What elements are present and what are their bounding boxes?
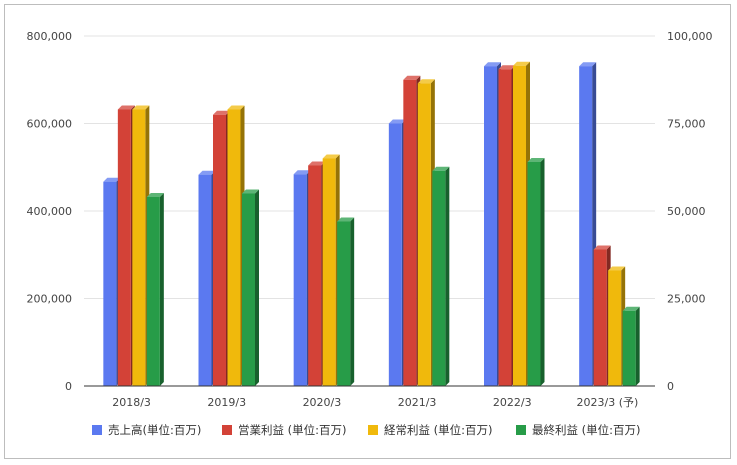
bar-side — [159, 193, 164, 386]
bar-side — [255, 189, 259, 386]
bar[interactable] — [484, 66, 497, 386]
bar-top — [198, 170, 216, 175]
bar[interactable] — [593, 249, 607, 387]
x-tick-label: 2019/3 — [207, 396, 246, 409]
x-tick-label: 2022/3 — [493, 396, 532, 409]
bar-top — [213, 110, 230, 115]
bar[interactable] — [417, 83, 431, 386]
bar[interactable] — [242, 193, 255, 387]
bar[interactable] — [622, 310, 636, 386]
y-right-tick-label: 0 — [667, 380, 674, 393]
bar[interactable] — [579, 66, 593, 386]
bar[interactable] — [388, 123, 402, 387]
bar[interactable] — [498, 69, 512, 386]
bar[interactable] — [403, 79, 417, 386]
bar[interactable] — [103, 181, 117, 386]
bar-top — [388, 119, 406, 124]
x-tick-label: 2023/3 (予) — [577, 396, 639, 409]
bar[interactable] — [322, 158, 336, 387]
bar[interactable] — [293, 174, 307, 386]
bar-top — [593, 245, 611, 250]
bar-top — [432, 166, 450, 171]
bar[interactable] — [146, 197, 160, 386]
bar[interactable] — [608, 270, 622, 387]
legend-label: 営業利益 (単位:百万) — [238, 423, 347, 437]
bar-top — [132, 105, 150, 110]
legend-label: 経常利益 (単位:百万) — [384, 423, 493, 437]
bar[interactable] — [432, 170, 446, 386]
x-tick-label: 2018/3 — [112, 396, 151, 409]
bar[interactable] — [513, 65, 526, 386]
bar[interactable] — [132, 109, 146, 387]
bar[interactable] — [198, 174, 212, 386]
bar[interactable] — [527, 162, 541, 386]
bar-top — [608, 266, 626, 271]
y-left-tick-label: 400,000 — [27, 205, 73, 218]
x-tick-label: 2020/3 — [303, 396, 342, 409]
bar-top — [622, 306, 640, 311]
bar[interactable] — [213, 114, 226, 386]
bar-top — [227, 105, 245, 110]
bar-top — [513, 61, 530, 66]
legend-swatch — [516, 425, 526, 435]
bar-side — [445, 166, 450, 386]
legend-swatch — [222, 425, 232, 435]
legend-label: 最終利益 (単位:百万) — [532, 423, 641, 437]
x-tick-label: 2021/3 — [398, 396, 437, 409]
bar-side — [635, 306, 640, 386]
y-left-tick-label: 200,000 — [27, 293, 73, 306]
bar-top — [117, 105, 135, 110]
bar[interactable] — [308, 165, 322, 387]
bar-top — [579, 62, 597, 67]
bar-side — [540, 158, 545, 386]
bar-top — [308, 161, 326, 166]
bar-top — [242, 189, 259, 194]
bar-top — [337, 217, 355, 222]
y-left-tick-label: 800,000 — [27, 30, 73, 43]
bar-top — [322, 154, 340, 159]
bar-top — [403, 75, 421, 80]
bar-top — [498, 65, 516, 70]
y-right-tick-label: 25,000 — [667, 293, 706, 306]
bar[interactable] — [337, 221, 351, 387]
y-left-tick-label: 600,000 — [27, 118, 73, 131]
bar-top — [293, 170, 311, 175]
legend-swatch — [368, 425, 378, 435]
y-left-tick-label: 0 — [65, 380, 72, 393]
bar-top — [417, 79, 435, 84]
y-right-tick-label: 50,000 — [667, 205, 706, 218]
bar-top — [146, 193, 164, 197]
bar-top — [527, 158, 545, 162]
bar-side — [350, 217, 355, 386]
y-right-tick-label: 75,000 — [667, 118, 706, 131]
bar-top — [484, 62, 501, 67]
y-right-tick-label: 100,000 — [667, 30, 713, 43]
bar-top — [103, 177, 121, 182]
bar[interactable] — [227, 109, 241, 387]
bar[interactable] — [117, 109, 131, 387]
legend-label: 売上高(単位:百万) — [108, 423, 201, 437]
legend-swatch — [92, 425, 102, 435]
